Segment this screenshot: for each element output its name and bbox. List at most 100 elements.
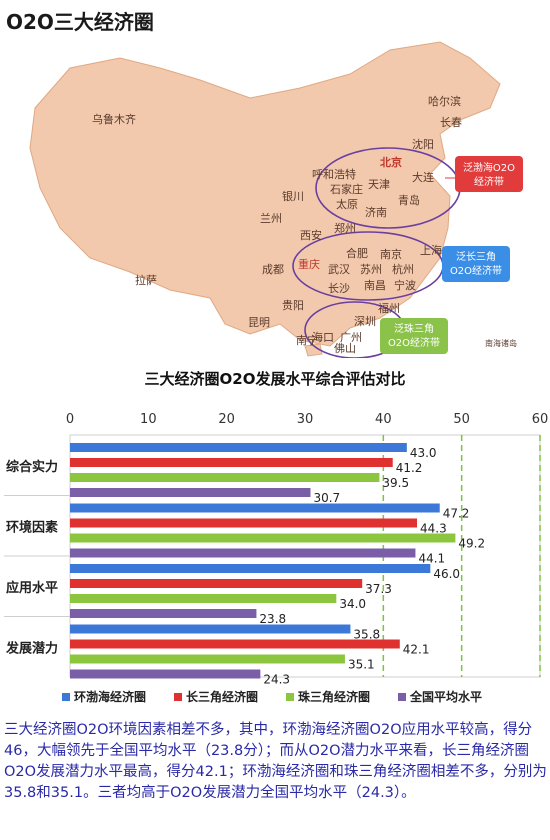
category-label-2: 应用水平 <box>6 580 58 596</box>
bar-value-0-0: 43.0 <box>410 446 437 460</box>
x-tick-label-40: 40 <box>375 412 392 427</box>
city-shijiazhuang: 石家庄 <box>330 182 363 196</box>
bar-value-0-2: 39.5 <box>382 476 409 490</box>
bar-value-0-1: 41.2 <box>396 461 423 475</box>
bar-value-3-1: 42.1 <box>403 643 430 657</box>
hainan-island <box>304 343 323 357</box>
city-zhengzhou: 郑州 <box>334 221 356 235</box>
city-nanning: 南宁 <box>296 333 318 347</box>
city-guangzhou: 广州 <box>340 331 362 344</box>
city-tianjin: 天津 <box>368 178 390 191</box>
city-shanghai: 上海 <box>420 243 442 257</box>
category-label-0: 综合实力 <box>6 459 58 475</box>
city-nanchang: 南昌 <box>364 279 386 292</box>
bar-1-3 <box>70 548 416 558</box>
changjiang-zone-box: 泛长三角 O2O经济带 <box>442 246 510 282</box>
city-taiyuan: 太原 <box>336 198 358 211</box>
city-beijing: 北京 <box>380 155 402 169</box>
bar-value-2-0: 46.0 <box>433 567 460 581</box>
bar-2-0 <box>70 564 431 573</box>
category-label-3: 发展潜力 <box>5 641 58 657</box>
x-tick-label-50: 50 <box>453 412 470 427</box>
x-tick-label-60: 60 <box>532 412 549 427</box>
city-lanzhou: 兰州 <box>260 212 282 225</box>
legend-label-0: 环渤海经济圈 <box>74 689 146 704</box>
china-map: 乌鲁木齐 哈尔滨 长春 沈阳 北京 大连 天津 呼和浩特 石家庄 太原 青岛 济… <box>29 41 523 358</box>
legend-swatch-0 <box>62 693 70 701</box>
city-hangzhou: 杭州 <box>392 262 414 276</box>
city-shenyang: 沈阳 <box>412 137 434 151</box>
city-kunming: 昆明 <box>248 316 270 329</box>
city-nanhai: 南海诸岛 <box>485 338 517 348</box>
x-tick-label-20: 20 <box>218 412 235 427</box>
city-ningbo: 宁波 <box>394 278 416 292</box>
category-label-1: 环境因素 <box>6 520 58 536</box>
zhujiang-zone-label-line2: O2O经济带 <box>388 336 440 349</box>
city-chongqing: 重庆 <box>298 257 320 271</box>
bar-2-2 <box>70 594 337 603</box>
city-lasa: 拉萨 <box>135 273 157 287</box>
city-huhehaote: 呼和浩特 <box>312 167 356 181</box>
page-title: O2O三大经济圈 <box>6 10 154 34</box>
x-tick-label-0: 0 <box>66 412 74 427</box>
city-haikou: 海口 <box>312 330 334 344</box>
city-suzhou: 苏州 <box>360 263 382 276</box>
city-yinchuan: 银川 <box>282 189 304 203</box>
bar-value-2-3: 23.8 <box>259 612 286 626</box>
zhujiang-zone-box: 泛珠三角 O2O经济带 <box>380 318 448 354</box>
legend-label-2: 珠三角经济圈 <box>298 689 370 704</box>
bar-2-3 <box>70 609 257 618</box>
bar-1-0 <box>70 503 440 513</box>
legend-swatch-1 <box>174 693 182 701</box>
bar-value-1-3: 44.1 <box>418 552 445 566</box>
zhujiang-zone-label-line1: 泛珠三角 <box>394 322 434 335</box>
bar-value-1-0: 47.2 <box>443 507 470 521</box>
bar-value-2-2: 34.0 <box>339 597 366 611</box>
bohai-zone-label-line2: 经济带 <box>474 175 504 188</box>
china-landmass <box>29 41 501 347</box>
bar-value-2-1: 37.3 <box>365 582 392 596</box>
legend-swatch-2 <box>286 693 294 701</box>
legend-label-3: 全国平均水平 <box>409 689 482 704</box>
city-hefei: 合肥 <box>346 246 368 260</box>
city-wuhan: 武汉 <box>328 263 350 276</box>
city-wulumuqi: 乌鲁木齐 <box>92 112 136 126</box>
bar-value-1-2: 49.2 <box>458 537 485 551</box>
city-shenzhen: 深圳 <box>354 315 376 328</box>
city-xian: 西安 <box>300 228 322 242</box>
changjiang-zone-label-line2: O2O经济带 <box>450 264 502 277</box>
chart-title: 三大经济圈O2O发展水平综合评估对比 <box>144 370 406 388</box>
city-changchun: 长春 <box>440 116 462 129</box>
city-haerbin: 哈尔滨 <box>428 94 461 108</box>
bar-value-0-3: 30.7 <box>313 491 340 505</box>
bar-0-1 <box>70 458 393 467</box>
bar-value-3-2: 35.1 <box>348 658 375 672</box>
bohai-zone-label-line1: 泛渤海O2O <box>463 161 515 174</box>
x-tick-label-10: 10 <box>140 412 157 427</box>
city-qingdao: 青岛 <box>398 193 420 207</box>
city-fuzhou: 福州 <box>378 301 400 315</box>
x-tick-label-30: 30 <box>297 412 314 427</box>
bar-3-0 <box>70 624 351 634</box>
legend-label-1: 长三角经济圈 <box>186 689 258 704</box>
bar-value-3-3: 24.3 <box>263 673 290 687</box>
bar-3-3 <box>70 669 261 679</box>
city-dalian: 大连 <box>412 170 434 184</box>
bar-value-3-0: 35.8 <box>353 628 380 642</box>
summary-text: 三大经济圈O2O环境因素相差不多，其中，环渤海经济圈O2O应用水平较高，得分46… <box>4 722 547 801</box>
city-foshan: 佛山 <box>334 342 356 355</box>
city-changsha: 长沙 <box>328 282 350 295</box>
city-nanjing: 南京 <box>380 247 402 261</box>
bar-3-1 <box>70 639 400 649</box>
bar-3-2 <box>70 654 345 664</box>
legend-swatch-3 <box>398 693 406 701</box>
bar-0-2 <box>70 473 380 482</box>
bar-value-1-1: 44.3 <box>420 522 447 536</box>
bar-0-3 <box>70 488 311 497</box>
bar-1-2 <box>70 533 456 543</box>
bar-0-0 <box>70 443 407 452</box>
changjiang-zone-label-line1: 泛长三角 <box>456 251 496 263</box>
bar-1-1 <box>70 518 418 528</box>
bar-2-1 <box>70 579 363 588</box>
bar-chart: 0 10 20 30 40 50 60 综合实力 43.041.239.5 30.7 环境因素 47.… <box>4 412 549 704</box>
